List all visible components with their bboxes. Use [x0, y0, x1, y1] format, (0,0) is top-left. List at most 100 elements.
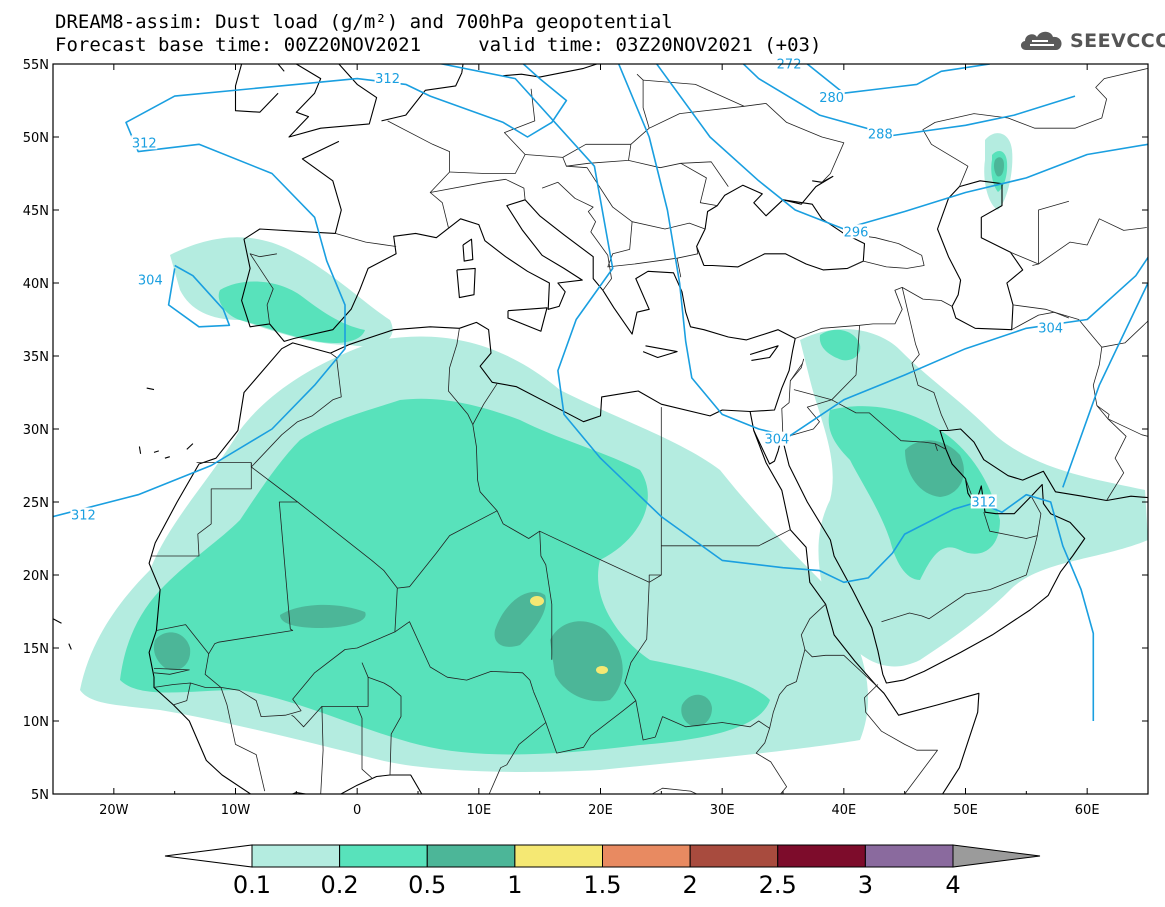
contour-label-background — [1037, 320, 1064, 335]
country-border — [220, 687, 266, 792]
longitude-labels: 20W 10W 0 10E 20E 30E 40E 50E 60E — [99, 803, 1099, 818]
dust-spot-peak-niger — [530, 596, 544, 606]
contour-label: 312 — [71, 509, 96, 524]
coastline — [138, 446, 142, 454]
colorbar-swatch — [251, 844, 341, 868]
lon-label: 10E — [466, 803, 491, 818]
contour-label: 304 — [138, 274, 163, 289]
country-border — [472, 383, 498, 425]
country-border — [562, 143, 631, 158]
dust-region-medium-iberia — [218, 281, 365, 343]
country-border — [651, 728, 787, 794]
geopotential-contours — [53, 64, 1148, 721]
country-border — [1096, 405, 1148, 437]
contour-label-background — [70, 507, 97, 522]
country-border — [156, 624, 210, 655]
coastline — [148, 140, 796, 794]
coastline — [749, 411, 980, 794]
coastline — [507, 307, 548, 332]
logo-text: SEEVCCC — [1070, 30, 1165, 52]
colorbar — [164, 844, 1041, 868]
coastline — [936, 180, 1024, 331]
country-border — [934, 443, 938, 452]
dust-region-high-senegal — [153, 632, 191, 671]
country-border — [881, 535, 1038, 623]
contour-label-background — [763, 431, 790, 446]
contour-label: 280 — [819, 91, 844, 106]
dust-region-medium-arabia — [828, 406, 1000, 580]
country-border — [782, 389, 833, 439]
contour-label: 296 — [844, 225, 869, 240]
lat-label: 25N — [23, 496, 49, 511]
country-border — [320, 706, 324, 794]
country-border — [1012, 304, 1070, 319]
contour-label-background — [131, 135, 158, 150]
colorbar-label: 0.5 — [408, 871, 446, 899]
dust-region-high-mali — [280, 604, 366, 628]
country-border — [335, 233, 397, 247]
lon-label: 20E — [588, 803, 613, 818]
country-border — [394, 621, 534, 692]
country-border — [361, 662, 402, 776]
coastline — [749, 345, 779, 361]
lon-label: 40E — [831, 803, 856, 818]
colorbar-label: 2.5 — [759, 871, 797, 899]
geopotential-contour — [655, 64, 1148, 230]
forecast-times: Forecast base time: 00Z20NOV2021 valid t… — [55, 34, 822, 56]
dust-region-high-sudan — [681, 694, 712, 727]
lon-label: 50E — [953, 803, 978, 818]
seevccc-logo: SEEVCCC — [1018, 26, 1165, 56]
coastline — [381, 72, 463, 122]
geopotential-contour — [806, 64, 990, 94]
dust-region-medium-levant — [819, 329, 861, 361]
country-border — [525, 73, 650, 167]
lon-label: 20W — [99, 803, 129, 818]
coastline — [164, 456, 170, 459]
lat-label: 15N — [23, 642, 49, 657]
country-border — [173, 682, 191, 706]
lat-label: 50N — [23, 131, 49, 146]
colorbar-lower-triangle — [164, 844, 253, 868]
country-border — [901, 287, 949, 431]
contour-label: 304 — [1038, 322, 1063, 337]
coastline — [146, 387, 155, 391]
contour-label: 272 — [777, 57, 802, 72]
lat-label: 55N — [23, 58, 49, 73]
lat-label: 30N — [23, 423, 49, 438]
lon-label: 30E — [710, 803, 735, 818]
coastline — [503, 64, 598, 78]
contour-label: 312 — [971, 495, 996, 510]
coastline — [277, 64, 285, 72]
country-border — [789, 358, 805, 382]
contour-label-background — [374, 71, 401, 86]
contour-label: 312 — [132, 136, 157, 151]
country-border — [291, 706, 358, 728]
country-border — [676, 258, 682, 278]
coastline — [288, 64, 378, 138]
lat-label: 35N — [23, 350, 49, 365]
country-border — [251, 352, 342, 468]
country-border — [983, 496, 1042, 539]
contour-labels: 312 312 312 312 304 304 304 296 288 280 272 — [70, 56, 1064, 524]
lat-label: 10N — [23, 715, 49, 730]
country-border — [503, 523, 553, 660]
colorbar-label: 3 — [858, 871, 873, 899]
coastline — [53, 618, 62, 624]
country-border — [795, 287, 953, 339]
coastline — [642, 345, 678, 359]
coastline — [234, 64, 279, 113]
country-border — [654, 649, 877, 738]
country-border — [831, 325, 860, 401]
coastline — [153, 450, 159, 453]
contour-label-background — [843, 224, 869, 239]
axis-ticks — [52, 63, 1149, 795]
contour-label-background — [137, 272, 164, 287]
colorbar-swatch — [514, 844, 603, 868]
dust-region-high-chad — [550, 621, 623, 702]
country-border — [624, 574, 662, 741]
country-border — [680, 161, 729, 187]
colorbar-label: 2 — [682, 871, 697, 899]
country-border — [539, 407, 662, 583]
colorbar-label: 1.5 — [583, 871, 621, 899]
